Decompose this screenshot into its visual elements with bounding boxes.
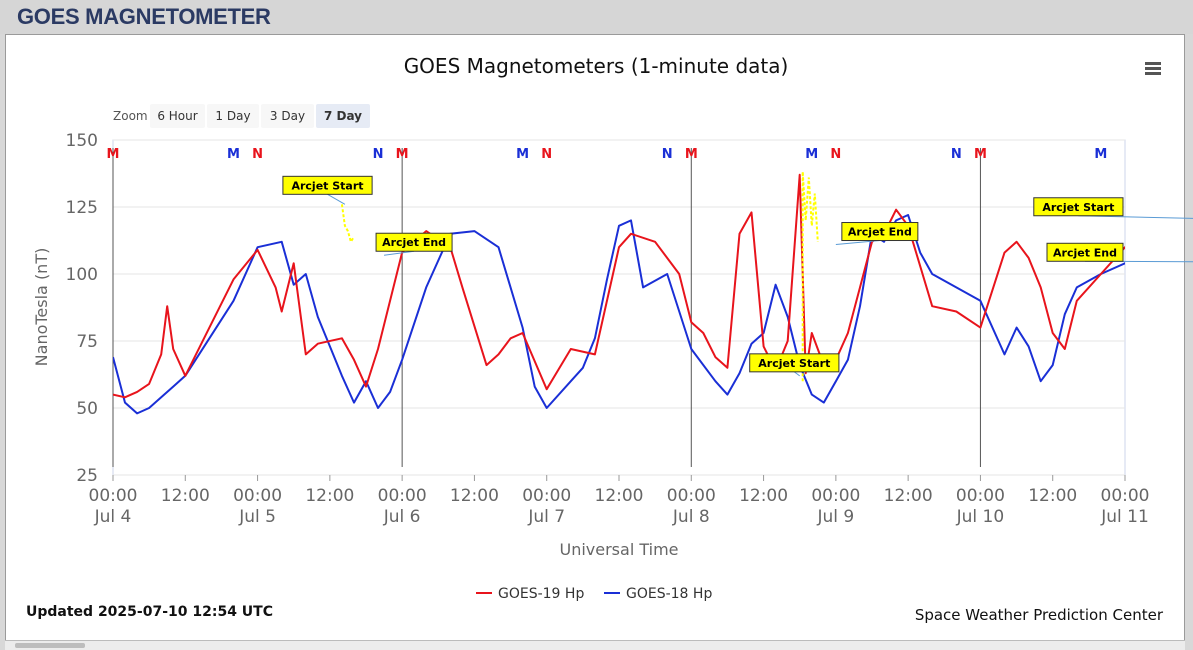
marker-m: M bbox=[805, 147, 818, 162]
x-tick-date: Jul 10 bbox=[956, 507, 1005, 527]
x-tick-time: 12:00 bbox=[595, 486, 644, 506]
arcjet-label: Arcjet Start bbox=[1042, 201, 1114, 214]
x-tick-date: Jul 7 bbox=[527, 507, 565, 527]
marker-m: M bbox=[396, 147, 409, 162]
y-tick-label: 125 bbox=[66, 198, 98, 218]
credit-text: Space Weather Prediction Center bbox=[915, 606, 1164, 624]
y-axis: 150 125 100 75 50 25 bbox=[66, 131, 98, 486]
marker-n: N bbox=[541, 147, 552, 162]
x-tick-time: 12:00 bbox=[1028, 486, 1077, 506]
zoom-button-label: 6 Hour bbox=[157, 109, 197, 123]
x-tick-date: Jul 8 bbox=[672, 507, 710, 527]
x-tick-date: Jul 5 bbox=[238, 507, 276, 527]
midnight-lines bbox=[112, 148, 981, 467]
zoom-button-label: 1 Day bbox=[215, 109, 250, 123]
zoom-button-label: 7 Day bbox=[324, 109, 362, 123]
x-tick-time: 00:00 bbox=[522, 486, 571, 506]
arcjet-label: Arcjet Start bbox=[291, 179, 363, 192]
y-tick-label: 25 bbox=[76, 466, 98, 486]
marker-n: N bbox=[951, 147, 962, 162]
scrollbar-thumb[interactable] bbox=[15, 643, 85, 648]
arcjet-segment bbox=[340, 204, 355, 245]
grid-lines bbox=[113, 139, 1125, 476]
arcjet-label: Arcjet Start bbox=[758, 357, 830, 370]
x-tick-time: 12:00 bbox=[305, 486, 354, 506]
y-tick-label: 150 bbox=[66, 131, 98, 151]
y-tick-label: 75 bbox=[76, 332, 98, 352]
series-line-goes-18-hp bbox=[113, 214, 1125, 415]
zoom-button-label: 3 Day bbox=[270, 109, 305, 123]
x-tick-date: Jul 11 bbox=[1100, 507, 1149, 527]
x-tick-time: 00:00 bbox=[233, 486, 282, 506]
updated-text: Updated 2025-07-10 12:54 UTC bbox=[26, 604, 273, 620]
arcjet-segment bbox=[801, 172, 819, 242]
marker-m: M bbox=[974, 147, 987, 162]
horizontal-scrollbar[interactable] bbox=[5, 640, 1185, 650]
plot-background bbox=[112, 139, 1126, 476]
arcjet-segments bbox=[340, 172, 819, 382]
page-header: GOES MAGNETOMETER bbox=[0, 0, 1193, 34]
legend-item-goes-18-hp[interactable]: GOES-18 Hp bbox=[604, 586, 712, 602]
arcjet-annotation: Arcjet End bbox=[835, 222, 919, 246]
arcjet-annotations: Arcjet Start Arcjet End Arcjet Start Arcjet… bbox=[282, 175, 1193, 377]
x-tick-time: 00:00 bbox=[956, 486, 1005, 506]
arcjet-annotation: Arcjet Start bbox=[749, 353, 840, 377]
page-title: GOES MAGNETOMETER bbox=[17, 4, 271, 29]
arcjet-label: Arcjet End bbox=[1053, 246, 1117, 259]
marker-m: M bbox=[227, 147, 240, 162]
x-tick-date: Jul 6 bbox=[383, 507, 421, 527]
arcjet-label: Arcjet End bbox=[848, 226, 912, 239]
marker-m: M bbox=[516, 147, 529, 162]
arcjet-annotation: Arcjet End bbox=[375, 232, 453, 256]
chart-title: GOES Magnetometers (1-minute data) bbox=[404, 54, 789, 78]
x-tick-time: 00:00 bbox=[378, 486, 427, 506]
x-tick-time: 12:00 bbox=[450, 486, 499, 506]
legend-label: GOES-18 Hp bbox=[626, 586, 712, 602]
marker-m: M bbox=[107, 147, 120, 162]
legend-label: GOES-19 Hp bbox=[498, 586, 584, 602]
zoom-button-7-day[interactable]: 7 Day bbox=[316, 104, 370, 128]
legend-item-goes-19-hp[interactable]: GOES-19 Hp bbox=[476, 586, 584, 602]
y-tick-label: 50 bbox=[76, 399, 98, 419]
series-line-goes-19-hp bbox=[113, 173, 1125, 399]
arcjet-annotation: Arcjet Start bbox=[1033, 197, 1193, 219]
zoom-buttons: 6 Hour 1 Day 3 Day 7 Day bbox=[150, 104, 370, 128]
arcjet-annotation: Arcjet Start bbox=[282, 175, 373, 205]
marker-n: N bbox=[252, 147, 263, 162]
x-tick-time: 12:00 bbox=[739, 486, 788, 506]
legend: GOES-19 Hp GOES-18 Hp bbox=[476, 586, 712, 602]
y-axis-label: NanoTesla (nT) bbox=[32, 248, 51, 367]
zoom-button-6-hour[interactable]: 6 Hour bbox=[150, 104, 205, 128]
x-tick-time: 00:00 bbox=[89, 486, 138, 506]
marker-n: N bbox=[662, 147, 673, 162]
y-tick-label: 100 bbox=[66, 265, 98, 285]
x-tick-time: 00:00 bbox=[1101, 486, 1150, 506]
arcjet-label: Arcjet End bbox=[382, 236, 446, 249]
x-tick-time: 12:00 bbox=[884, 486, 933, 506]
x-tick-time: 00:00 bbox=[667, 486, 716, 506]
zoom-label: Zoom bbox=[113, 109, 148, 123]
marker-n: N bbox=[373, 147, 384, 162]
series-lines bbox=[113, 173, 1125, 415]
x-tick-time: 00:00 bbox=[811, 486, 860, 506]
marker-n: N bbox=[830, 147, 841, 162]
x-tick-time: 12:00 bbox=[161, 486, 210, 506]
x-tick-date: Jul 4 bbox=[94, 507, 132, 527]
marker-m: M bbox=[685, 147, 698, 162]
zoom-button-1-day[interactable]: 1 Day bbox=[207, 104, 259, 128]
zoom-button-3-day[interactable]: 3 Day bbox=[261, 104, 314, 128]
marker-m: M bbox=[1094, 147, 1107, 162]
x-tick-date: Jul 9 bbox=[816, 507, 854, 527]
hamburger-menu-icon[interactable] bbox=[1140, 56, 1166, 80]
x-axis-label: Universal Time bbox=[559, 540, 678, 559]
arcjet-annotation: Arcjet End bbox=[1046, 242, 1193, 263]
